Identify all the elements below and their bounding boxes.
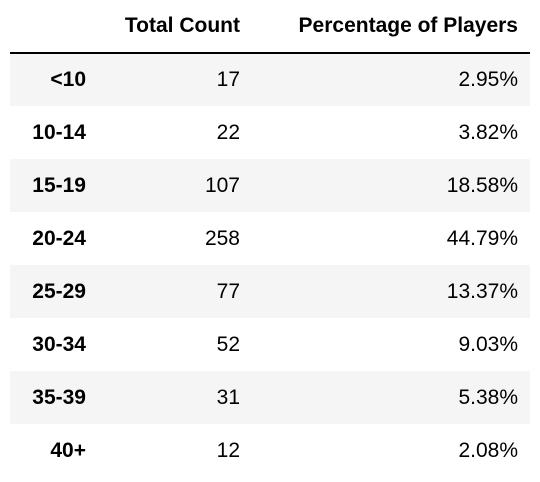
total-count-cell: 31 [216,385,240,409]
table-row: 20-24 258 44.79% [10,212,530,265]
row-label: <10 [50,68,86,91]
total-count-cell: 77 [216,279,240,303]
table-body: <10 17 2.95% 10-14 22 3.82% 15-19 107 18… [10,53,530,477]
table-row: 35-39 31 5.38% [10,371,530,424]
column-header-total-count: Total Count [98,0,252,54]
column-header-percentage: Percentage of Players [252,0,530,54]
row-label: 10-14 [32,120,86,144]
percentage-cell: 2.08% [458,438,518,462]
total-count-cell: 258 [204,226,240,250]
table-row: <10 17 2.95% [10,53,530,106]
percentage-cell: 9.03% [458,332,518,356]
percentage-cell: 13.37% [446,279,518,303]
age-demographics-table: Total Count Percentage of Players <10 17… [10,0,530,477]
percentage-cell: 18.58% [446,173,518,197]
total-count-cell: 12 [216,438,240,462]
row-label: 20-24 [32,226,86,250]
percentage-cell: 2.95% [458,68,518,91]
table-header: Total Count Percentage of Players [10,0,530,54]
percentage-cell: 5.38% [458,385,518,409]
dataframe-table-container: Total Count Percentage of Players <10 17… [10,0,530,477]
header-row: Total Count Percentage of Players [10,0,530,54]
total-count-cell: 107 [204,173,240,197]
table-row: 10-14 22 3.82% [10,106,530,159]
percentage-cell: 3.82% [458,120,518,144]
table-row: 15-19 107 18.58% [10,159,530,212]
table-row: 30-34 52 9.03% [10,318,530,371]
row-label: 30-34 [32,332,86,356]
row-label: 40+ [50,438,86,462]
percentage-cell: 44.79% [446,226,518,250]
total-count-cell: 52 [216,332,240,356]
row-label: 15-19 [32,173,86,197]
row-label: 35-39 [32,385,86,409]
table-row: 25-29 77 13.37% [10,265,530,318]
total-count-cell: 17 [216,68,240,91]
table-row: 40+ 12 2.08% [10,424,530,477]
row-label: 25-29 [32,279,86,303]
index-header [10,0,98,54]
total-count-cell: 22 [216,120,240,144]
